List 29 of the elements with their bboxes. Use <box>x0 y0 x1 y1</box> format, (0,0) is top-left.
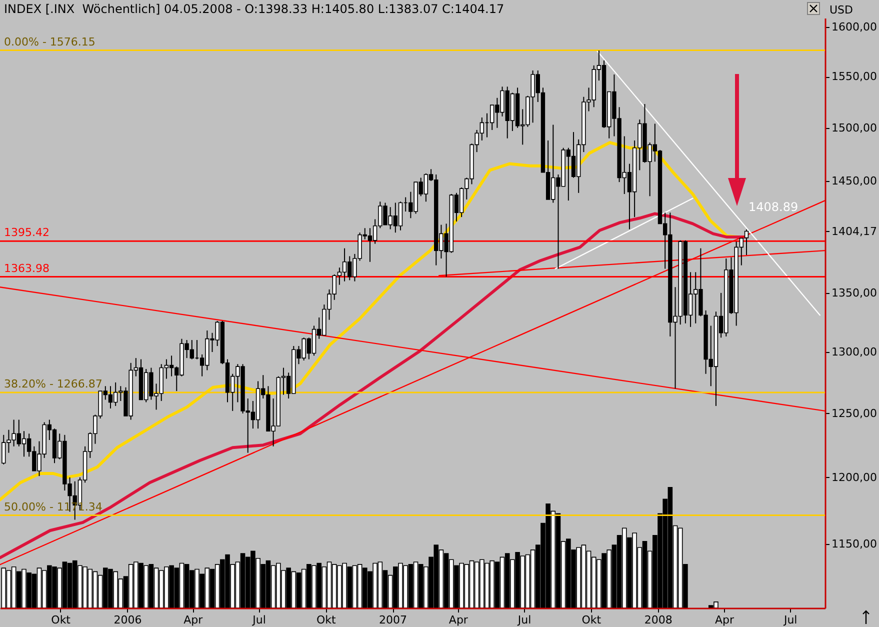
ref-line-label: 1395.42 <box>4 226 50 240</box>
x-tick-label: Jul <box>782 614 798 626</box>
chart-title: INDEX [.INX Wöchentlich] 04.05.2008 - O:1398.33 H:1405.80 L:1383.07 C:1404.17 <box>4 2 504 16</box>
y-tick-label: 1500,00 <box>832 121 877 134</box>
x-tick-label: Okt <box>316 614 336 626</box>
annotation: 38.20% - 1266.87 <box>4 377 102 390</box>
y-axis-title: USD <box>830 4 854 16</box>
y-tick-label: 1404,17 <box>832 224 877 238</box>
y-tick-label: 1200,00 <box>832 470 877 484</box>
annotation: 0.00% - 1576.15 <box>4 35 96 48</box>
y-tick-label: 1300,00 <box>832 346 877 359</box>
x-tick-label: Okt <box>51 614 72 626</box>
y-tick-label: 1350,00 <box>832 286 877 300</box>
annotation: 1408.89 <box>748 200 798 214</box>
x-tick-label: Okt <box>582 614 602 626</box>
x-tick-label: Apr <box>184 614 204 626</box>
y-tick-label: 1450,00 <box>832 174 877 188</box>
y-tick-label: 1150,00 <box>832 538 877 551</box>
x-tick-label: Jul <box>252 614 266 626</box>
ref-line-label: 1363.98 <box>4 262 50 275</box>
y-tick-label: 1250,00 <box>832 406 877 420</box>
x-tick-label: Apr <box>448 614 468 626</box>
x-tick-label: Jul <box>516 614 532 626</box>
x-tick-label: 2007 <box>379 614 408 626</box>
x-tick-label: 2008 <box>644 614 672 626</box>
x-tick-label: 2006 <box>114 614 142 626</box>
y-tick-label: 1600,00 <box>832 20 877 34</box>
y-tick-label: 1550,00 <box>832 70 877 84</box>
x-tick-label: Apr <box>714 614 734 626</box>
